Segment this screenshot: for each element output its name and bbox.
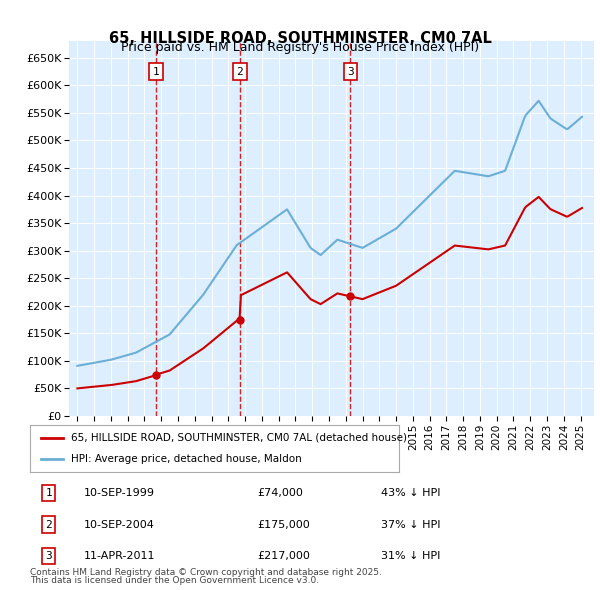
Text: 1: 1 — [152, 67, 160, 77]
Text: 10-SEP-1999: 10-SEP-1999 — [84, 488, 155, 498]
Text: 65, HILLSIDE ROAD, SOUTHMINSTER, CM0 7AL: 65, HILLSIDE ROAD, SOUTHMINSTER, CM0 7AL — [109, 31, 491, 45]
Text: 2: 2 — [46, 520, 52, 529]
Text: 43% ↓ HPI: 43% ↓ HPI — [381, 488, 440, 498]
Text: 2: 2 — [236, 67, 243, 77]
Text: 3: 3 — [46, 551, 52, 561]
Text: 31% ↓ HPI: 31% ↓ HPI — [381, 551, 440, 561]
Text: 1: 1 — [46, 488, 52, 498]
Text: 3: 3 — [347, 67, 354, 77]
Text: £74,000: £74,000 — [257, 488, 302, 498]
Text: HPI: Average price, detached house, Maldon: HPI: Average price, detached house, Mald… — [71, 454, 301, 464]
Text: 37% ↓ HPI: 37% ↓ HPI — [381, 520, 440, 529]
Text: £217,000: £217,000 — [257, 551, 310, 561]
Text: 10-SEP-2004: 10-SEP-2004 — [84, 520, 155, 529]
Text: 65, HILLSIDE ROAD, SOUTHMINSTER, CM0 7AL (detached house): 65, HILLSIDE ROAD, SOUTHMINSTER, CM0 7AL… — [71, 432, 407, 442]
Text: Price paid vs. HM Land Registry's House Price Index (HPI): Price paid vs. HM Land Registry's House … — [121, 41, 479, 54]
Text: £175,000: £175,000 — [257, 520, 310, 529]
Text: 11-APR-2011: 11-APR-2011 — [84, 551, 155, 561]
Text: Contains HM Land Registry data © Crown copyright and database right 2025.: Contains HM Land Registry data © Crown c… — [30, 568, 382, 577]
Text: This data is licensed under the Open Government Licence v3.0.: This data is licensed under the Open Gov… — [30, 576, 319, 585]
